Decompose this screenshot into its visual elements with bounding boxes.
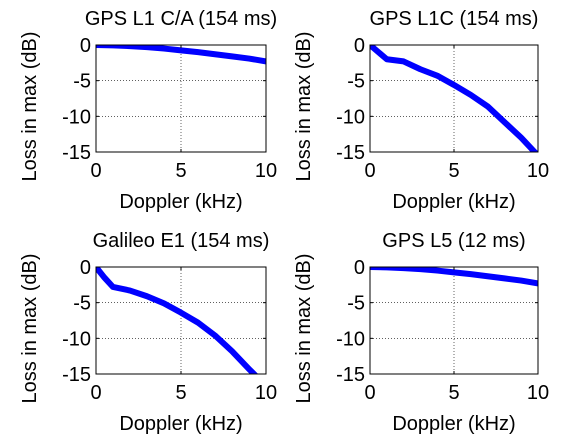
- y-tick-label: 0: [80, 257, 91, 279]
- x-tick-label: 10: [527, 382, 549, 404]
- y-tick-label: 0: [354, 257, 365, 279]
- y-tick-label: -15: [62, 142, 91, 164]
- x-axis-label: Doppler (kHz): [392, 191, 515, 213]
- x-tick-label: 5: [448, 160, 459, 182]
- x-tick-label: 0: [90, 160, 101, 182]
- y-tick-label: 0: [80, 35, 91, 57]
- chart-title: Galileo E1 (154 ms): [93, 230, 270, 252]
- series-line: [96, 45, 266, 65]
- chart-title: GPS L1C (154 ms): [370, 8, 539, 30]
- chart-title: GPS L5 (12 ms): [382, 230, 525, 252]
- x-tick-label: 5: [175, 382, 186, 404]
- y-tick-label: -15: [62, 364, 91, 386]
- y-tick-label: -5: [73, 293, 91, 315]
- x-tick-label: 0: [90, 382, 101, 404]
- y-tick-label: -15: [336, 142, 365, 164]
- series-line: [96, 267, 259, 374]
- y-axis-label: Loss in max (dB): [293, 253, 315, 403]
- y-tick-label: -5: [347, 293, 365, 315]
- y-tick-label: -10: [336, 106, 365, 128]
- subplot-4: 0 5 10 0 -5 -10 -15 GPS L5 (12 ms) Doppler (kHz)…: [293, 230, 549, 435]
- x-tick-label: 0: [364, 382, 375, 404]
- subplot-1: 0 5 10 0 -5 -10 -15 GPS L1 C/A (154 ms) Doppler …: [19, 8, 277, 213]
- y-tick-label: -15: [336, 364, 365, 386]
- x-tick-label: 10: [527, 160, 549, 182]
- y-tick-label: 0: [354, 35, 365, 57]
- subplot-2: 0 5 10 0 -5 -10 -15 GPS L1C (154 ms) Doppler (kH…: [293, 8, 549, 213]
- x-tick-label: 10: [255, 160, 277, 182]
- x-axis-label: Doppler (kHz): [392, 413, 515, 435]
- y-tick-label: -5: [347, 71, 365, 93]
- series-line: [370, 45, 538, 152]
- y-tick-label: -10: [62, 106, 91, 128]
- chart-title: GPS L1 C/A (154 ms): [85, 8, 277, 30]
- subplot-3: 0 5 10 0 -5 -10 -15 Galileo E1 (154 ms) Doppler …: [19, 230, 277, 435]
- y-axis-label: Loss in max (dB): [293, 31, 315, 181]
- x-axis-label: Doppler (kHz): [119, 191, 242, 213]
- x-tick-label: 10: [255, 382, 277, 404]
- x-tick-label: 5: [448, 382, 459, 404]
- x-axis-label: Doppler (kHz): [119, 413, 242, 435]
- y-tick-label: -10: [62, 328, 91, 350]
- series-line: [370, 267, 538, 287]
- y-tick-label: -5: [73, 71, 91, 93]
- y-axis-label: Loss in max (dB): [19, 31, 41, 181]
- y-axis-label: Loss in max (dB): [19, 253, 41, 403]
- x-tick-label: 0: [364, 160, 375, 182]
- x-tick-label: 5: [175, 160, 186, 182]
- y-tick-label: -10: [336, 328, 365, 350]
